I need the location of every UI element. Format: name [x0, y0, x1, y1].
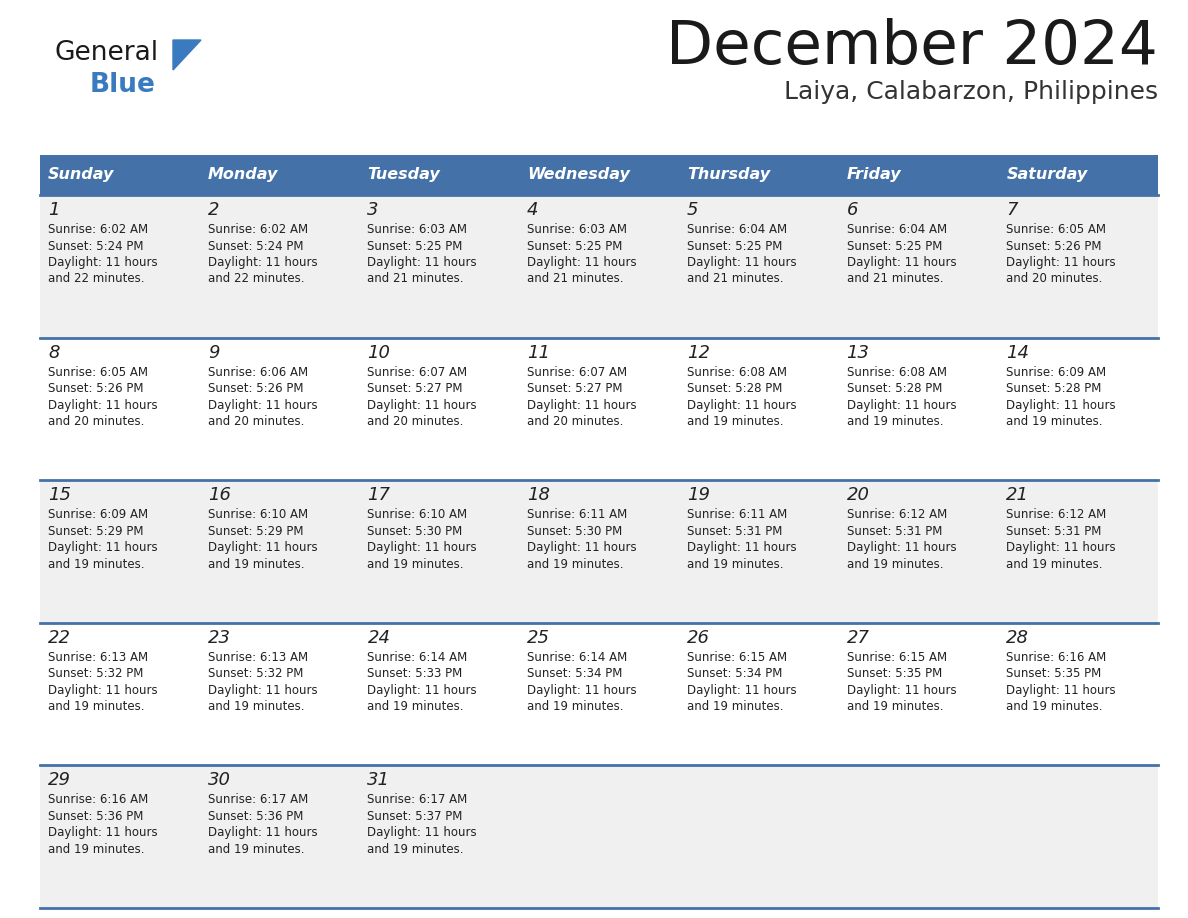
Text: Sunrise: 6:10 AM
Sunset: 5:30 PM
Daylight: 11 hours
and 19 minutes.: Sunrise: 6:10 AM Sunset: 5:30 PM Dayligh… — [367, 509, 478, 571]
Text: Sunrise: 6:07 AM
Sunset: 5:27 PM
Daylight: 11 hours
and 20 minutes.: Sunrise: 6:07 AM Sunset: 5:27 PM Dayligh… — [527, 365, 637, 428]
Text: Sunrise: 6:05 AM
Sunset: 5:26 PM
Daylight: 11 hours
and 20 minutes.: Sunrise: 6:05 AM Sunset: 5:26 PM Dayligh… — [1006, 223, 1116, 285]
Text: 5: 5 — [687, 201, 699, 219]
Text: Blue: Blue — [90, 72, 156, 98]
Text: 31: 31 — [367, 771, 391, 789]
Text: 21: 21 — [1006, 487, 1029, 504]
Bar — [40, 338, 1158, 480]
Text: Sunrise: 6:17 AM
Sunset: 5:36 PM
Daylight: 11 hours
and 19 minutes.: Sunrise: 6:17 AM Sunset: 5:36 PM Dayligh… — [208, 793, 317, 856]
Text: 28: 28 — [1006, 629, 1029, 647]
Text: 3: 3 — [367, 201, 379, 219]
Text: Sunrise: 6:03 AM
Sunset: 5:25 PM
Daylight: 11 hours
and 21 minutes.: Sunrise: 6:03 AM Sunset: 5:25 PM Dayligh… — [527, 223, 637, 285]
Text: Thursday: Thursday — [687, 167, 770, 183]
Text: 18: 18 — [527, 487, 550, 504]
Text: General: General — [55, 40, 159, 66]
Bar — [40, 766, 1158, 908]
Text: Sunrise: 6:02 AM
Sunset: 5:24 PM
Daylight: 11 hours
and 22 minutes.: Sunrise: 6:02 AM Sunset: 5:24 PM Dayligh… — [208, 223, 317, 285]
Text: 19: 19 — [687, 487, 710, 504]
Text: Sunrise: 6:15 AM
Sunset: 5:35 PM
Daylight: 11 hours
and 19 minutes.: Sunrise: 6:15 AM Sunset: 5:35 PM Dayligh… — [847, 651, 956, 713]
Text: Sunrise: 6:10 AM
Sunset: 5:29 PM
Daylight: 11 hours
and 19 minutes.: Sunrise: 6:10 AM Sunset: 5:29 PM Dayligh… — [208, 509, 317, 571]
Text: 26: 26 — [687, 629, 710, 647]
Text: 6: 6 — [847, 201, 858, 219]
Text: Sunrise: 6:11 AM
Sunset: 5:30 PM
Daylight: 11 hours
and 19 minutes.: Sunrise: 6:11 AM Sunset: 5:30 PM Dayligh… — [527, 509, 637, 571]
Text: Sunrise: 6:16 AM
Sunset: 5:36 PM
Daylight: 11 hours
and 19 minutes.: Sunrise: 6:16 AM Sunset: 5:36 PM Dayligh… — [48, 793, 158, 856]
Text: Sunrise: 6:09 AM
Sunset: 5:28 PM
Daylight: 11 hours
and 19 minutes.: Sunrise: 6:09 AM Sunset: 5:28 PM Dayligh… — [1006, 365, 1116, 428]
Text: 9: 9 — [208, 343, 220, 362]
Text: 8: 8 — [48, 343, 59, 362]
Text: 14: 14 — [1006, 343, 1029, 362]
Text: Sunrise: 6:12 AM
Sunset: 5:31 PM
Daylight: 11 hours
and 19 minutes.: Sunrise: 6:12 AM Sunset: 5:31 PM Dayligh… — [847, 509, 956, 571]
Text: 23: 23 — [208, 629, 230, 647]
Text: 24: 24 — [367, 629, 391, 647]
Text: 1: 1 — [48, 201, 59, 219]
Text: 22: 22 — [48, 629, 71, 647]
Text: 11: 11 — [527, 343, 550, 362]
Text: 20: 20 — [847, 487, 870, 504]
Text: Wednesday: Wednesday — [527, 167, 630, 183]
Text: 12: 12 — [687, 343, 710, 362]
Text: Laiya, Calabarzon, Philippines: Laiya, Calabarzon, Philippines — [784, 80, 1158, 104]
Text: 16: 16 — [208, 487, 230, 504]
Bar — [40, 622, 1158, 766]
Text: 15: 15 — [48, 487, 71, 504]
Text: Sunrise: 6:15 AM
Sunset: 5:34 PM
Daylight: 11 hours
and 19 minutes.: Sunrise: 6:15 AM Sunset: 5:34 PM Dayligh… — [687, 651, 796, 713]
Text: Sunrise: 6:12 AM
Sunset: 5:31 PM
Daylight: 11 hours
and 19 minutes.: Sunrise: 6:12 AM Sunset: 5:31 PM Dayligh… — [1006, 509, 1116, 571]
Bar — [40, 155, 1158, 195]
Bar — [40, 195, 1158, 338]
Text: Sunrise: 6:13 AM
Sunset: 5:32 PM
Daylight: 11 hours
and 19 minutes.: Sunrise: 6:13 AM Sunset: 5:32 PM Dayligh… — [208, 651, 317, 713]
Text: Sunrise: 6:02 AM
Sunset: 5:24 PM
Daylight: 11 hours
and 22 minutes.: Sunrise: 6:02 AM Sunset: 5:24 PM Dayligh… — [48, 223, 158, 285]
Text: Sunrise: 6:14 AM
Sunset: 5:34 PM
Daylight: 11 hours
and 19 minutes.: Sunrise: 6:14 AM Sunset: 5:34 PM Dayligh… — [527, 651, 637, 713]
Text: Sunrise: 6:04 AM
Sunset: 5:25 PM
Daylight: 11 hours
and 21 minutes.: Sunrise: 6:04 AM Sunset: 5:25 PM Dayligh… — [687, 223, 796, 285]
Text: December 2024: December 2024 — [666, 18, 1158, 77]
Text: 29: 29 — [48, 771, 71, 789]
Text: Sunrise: 6:07 AM
Sunset: 5:27 PM
Daylight: 11 hours
and 20 minutes.: Sunrise: 6:07 AM Sunset: 5:27 PM Dayligh… — [367, 365, 478, 428]
Text: Sunrise: 6:11 AM
Sunset: 5:31 PM
Daylight: 11 hours
and 19 minutes.: Sunrise: 6:11 AM Sunset: 5:31 PM Dayligh… — [687, 509, 796, 571]
Text: Saturday: Saturday — [1006, 167, 1087, 183]
Text: 30: 30 — [208, 771, 230, 789]
Text: Sunrise: 6:04 AM
Sunset: 5:25 PM
Daylight: 11 hours
and 21 minutes.: Sunrise: 6:04 AM Sunset: 5:25 PM Dayligh… — [847, 223, 956, 285]
Text: Sunrise: 6:05 AM
Sunset: 5:26 PM
Daylight: 11 hours
and 20 minutes.: Sunrise: 6:05 AM Sunset: 5:26 PM Dayligh… — [48, 365, 158, 428]
Text: Sunrise: 6:08 AM
Sunset: 5:28 PM
Daylight: 11 hours
and 19 minutes.: Sunrise: 6:08 AM Sunset: 5:28 PM Dayligh… — [847, 365, 956, 428]
Text: Tuesday: Tuesday — [367, 167, 441, 183]
Text: 27: 27 — [847, 629, 870, 647]
Text: 2: 2 — [208, 201, 220, 219]
Text: Sunrise: 6:14 AM
Sunset: 5:33 PM
Daylight: 11 hours
and 19 minutes.: Sunrise: 6:14 AM Sunset: 5:33 PM Dayligh… — [367, 651, 478, 713]
Text: 17: 17 — [367, 487, 391, 504]
Text: Sunrise: 6:03 AM
Sunset: 5:25 PM
Daylight: 11 hours
and 21 minutes.: Sunrise: 6:03 AM Sunset: 5:25 PM Dayligh… — [367, 223, 478, 285]
Bar — [40, 480, 1158, 622]
Text: Sunrise: 6:06 AM
Sunset: 5:26 PM
Daylight: 11 hours
and 20 minutes.: Sunrise: 6:06 AM Sunset: 5:26 PM Dayligh… — [208, 365, 317, 428]
Text: Sunrise: 6:17 AM
Sunset: 5:37 PM
Daylight: 11 hours
and 19 minutes.: Sunrise: 6:17 AM Sunset: 5:37 PM Dayligh… — [367, 793, 478, 856]
Text: Sunrise: 6:08 AM
Sunset: 5:28 PM
Daylight: 11 hours
and 19 minutes.: Sunrise: 6:08 AM Sunset: 5:28 PM Dayligh… — [687, 365, 796, 428]
Text: 7: 7 — [1006, 201, 1018, 219]
Text: 25: 25 — [527, 629, 550, 647]
Text: Sunrise: 6:09 AM
Sunset: 5:29 PM
Daylight: 11 hours
and 19 minutes.: Sunrise: 6:09 AM Sunset: 5:29 PM Dayligh… — [48, 509, 158, 571]
Text: Monday: Monday — [208, 167, 278, 183]
Text: Sunrise: 6:16 AM
Sunset: 5:35 PM
Daylight: 11 hours
and 19 minutes.: Sunrise: 6:16 AM Sunset: 5:35 PM Dayligh… — [1006, 651, 1116, 713]
Text: 10: 10 — [367, 343, 391, 362]
Text: Sunrise: 6:13 AM
Sunset: 5:32 PM
Daylight: 11 hours
and 19 minutes.: Sunrise: 6:13 AM Sunset: 5:32 PM Dayligh… — [48, 651, 158, 713]
Text: Friday: Friday — [847, 167, 902, 183]
Text: 13: 13 — [847, 343, 870, 362]
Polygon shape — [173, 40, 201, 70]
Text: Sunday: Sunday — [48, 167, 114, 183]
Text: 4: 4 — [527, 201, 538, 219]
